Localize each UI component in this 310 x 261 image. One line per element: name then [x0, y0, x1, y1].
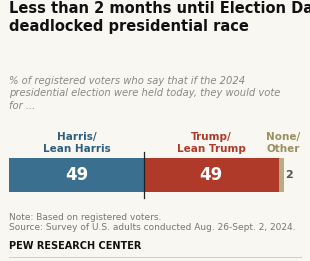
Text: 49: 49	[200, 166, 223, 184]
Text: % of registered voters who say that if the 2024
presidential election were held : % of registered voters who say that if t…	[9, 76, 281, 111]
Text: Note: Based on registered voters.: Note: Based on registered voters.	[9, 213, 162, 222]
Text: Less than 2 months until Election Day, a
deadlocked presidential race: Less than 2 months until Election Day, a…	[9, 1, 310, 34]
Text: Trump/
Lean Trump: Trump/ Lean Trump	[177, 132, 246, 154]
Text: Source: Survey of U.S. adults conducted Aug. 26-Sept. 2, 2024.: Source: Survey of U.S. adults conducted …	[9, 223, 296, 232]
Text: 49: 49	[65, 166, 88, 184]
Bar	[144, 158, 279, 192]
Text: 2: 2	[286, 170, 293, 180]
Text: PEW RESEARCH CENTER: PEW RESEARCH CENTER	[9, 241, 142, 251]
Text: Harris/
Lean Harris: Harris/ Lean Harris	[43, 132, 111, 154]
Text: None/
Other: None/ Other	[266, 132, 300, 154]
Bar	[279, 158, 284, 192]
Bar	[9, 158, 144, 192]
